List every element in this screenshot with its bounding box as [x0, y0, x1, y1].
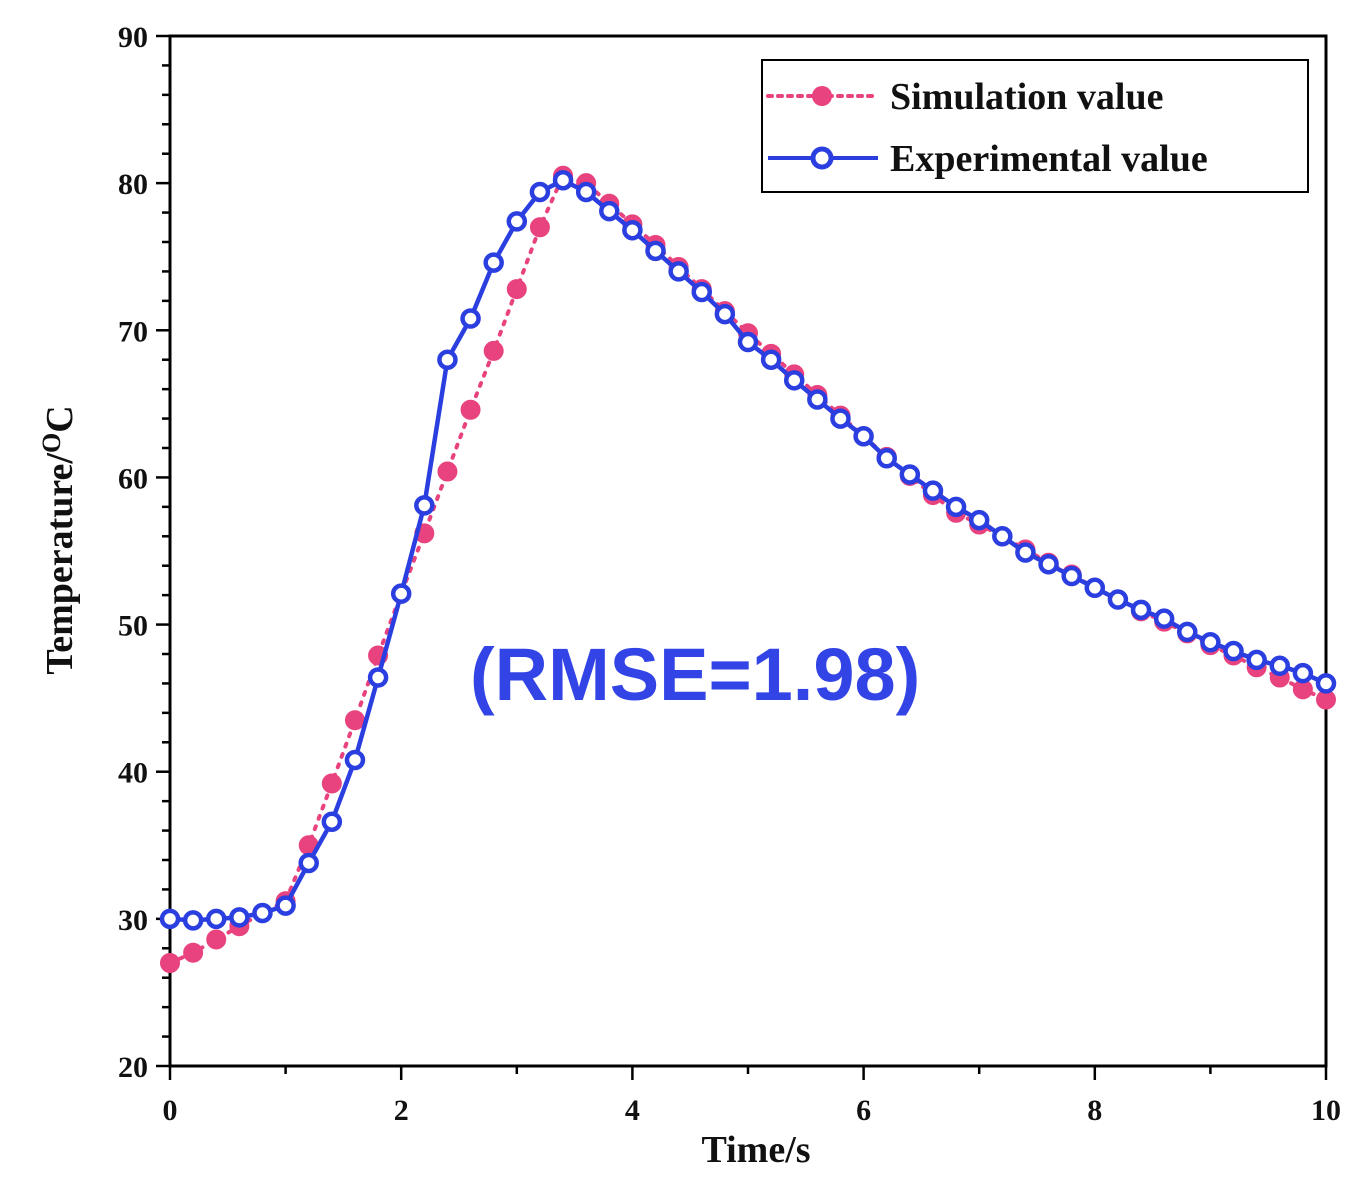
experimental-point — [552, 169, 574, 191]
experimental-point — [483, 252, 504, 273]
y-tick-label: 90 — [118, 21, 148, 54]
legend: Simulation value Experimental value — [761, 59, 1309, 193]
experimental-point — [876, 448, 897, 469]
simulation-point — [437, 461, 458, 482]
simulation-point — [483, 340, 504, 361]
experimental-point — [321, 811, 343, 832]
experimental-point — [182, 910, 204, 931]
experimental-point — [1084, 577, 1106, 599]
experimental-point — [460, 308, 481, 329]
legend-box — [761, 59, 1309, 193]
y-tick-label: 40 — [118, 757, 148, 790]
experimental-point — [830, 408, 851, 429]
simulation-point — [183, 942, 204, 963]
experimental-point — [1061, 565, 1082, 587]
legend-experimental-marker — [810, 146, 834, 170]
experimental-point — [737, 331, 759, 353]
experimental-point — [714, 303, 736, 325]
experimental-point — [599, 200, 620, 222]
experimental-point — [275, 895, 296, 916]
experimental-point — [807, 389, 828, 410]
y-axis-title-unit: C — [39, 405, 81, 432]
experimental-series-line — [167, 177, 1329, 923]
legend-experimental-label: Experimental value — [890, 138, 1208, 180]
experimental-point — [622, 219, 643, 241]
experimental-point — [1200, 631, 1221, 653]
experimental-point — [159, 908, 181, 930]
y-axis-title-main: Temperature/ — [39, 453, 81, 675]
experimental-point — [1107, 589, 1129, 610]
y-axis-title-superscript: O — [37, 433, 66, 453]
simulation-point — [460, 399, 481, 420]
y-tick-label: 20 — [118, 1051, 148, 1084]
experimental-point — [367, 667, 389, 688]
experimental-point — [760, 349, 782, 370]
x-tick-label: 8 — [1087, 1094, 1102, 1127]
experimental-point — [205, 908, 227, 930]
experimental-point — [853, 425, 874, 447]
annotation-rmse: (RMSE=1.98) — [470, 633, 920, 716]
experimental-point — [992, 526, 1013, 547]
experimental-point — [668, 261, 689, 282]
experimental-point — [968, 509, 990, 531]
simulation-point — [506, 279, 527, 300]
y-axis-title: Temperature/OC — [37, 405, 81, 674]
x-tick-label: 4 — [625, 1094, 640, 1127]
experimental-point — [1038, 553, 1059, 575]
ticks — [156, 34, 1328, 1080]
x-tick-label: 10 — [1311, 1094, 1341, 1127]
experimental-point — [1177, 621, 1198, 643]
y-tick-label: 50 — [118, 610, 148, 643]
experimental-point — [1246, 649, 1267, 671]
legend-simulation-label: Simulation value — [890, 76, 1163, 118]
experimental-point — [252, 902, 273, 924]
simulation-point — [529, 217, 550, 238]
x-tick-label: 6 — [856, 1094, 871, 1127]
experimental-point — [645, 240, 666, 262]
y-tick-label: 60 — [118, 462, 148, 495]
y-tick-label: 80 — [118, 168, 148, 201]
experimental-point — [691, 281, 713, 303]
legend-simulation-marker — [812, 86, 832, 106]
experimental-point — [298, 852, 319, 874]
series-layer — [159, 165, 1337, 973]
simulation-point — [344, 710, 365, 731]
x-axis-title: Time/s — [701, 1129, 810, 1171]
y-tick-label: 30 — [118, 904, 148, 937]
experimental-point — [783, 370, 805, 391]
experimental-point — [899, 464, 921, 485]
experimental-point — [229, 907, 250, 928]
experimental-point — [390, 583, 412, 604]
experimental-point — [575, 181, 597, 203]
experimental-point — [1315, 673, 1337, 694]
simulation-series-line — [168, 173, 1328, 965]
simulation-point — [206, 929, 227, 950]
experimental-point — [1153, 608, 1175, 629]
experimental-point — [1015, 542, 1036, 563]
x-tick-label: 2 — [394, 1094, 409, 1127]
experimental-point — [437, 349, 458, 370]
x-tick-label: 0 — [163, 1094, 178, 1127]
experimental-point — [945, 496, 967, 518]
experimental-point — [922, 480, 944, 501]
experimental-point — [344, 749, 366, 771]
simulation-point — [321, 773, 342, 794]
experimental-point — [414, 495, 435, 516]
tick-labels: 0 2 4 6 8 10 20 30 40 50 60 70 80 90 — [118, 21, 1341, 1127]
experimental-point — [1130, 599, 1152, 621]
experimental-point — [1223, 640, 1244, 662]
experimental-point — [506, 211, 528, 232]
simulation-point — [160, 953, 180, 973]
experimental-point — [529, 181, 551, 203]
experimental-point — [1292, 662, 1314, 684]
experimental-point — [1269, 655, 1291, 677]
y-tick-label: 70 — [118, 315, 148, 348]
